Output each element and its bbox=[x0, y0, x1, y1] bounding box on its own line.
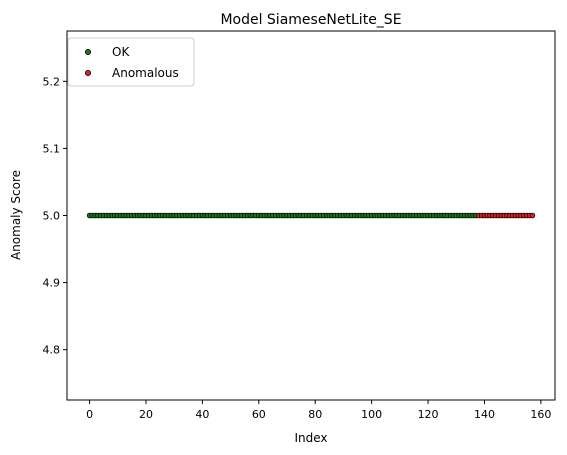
y-axis-label: Anomaly Score bbox=[9, 170, 23, 260]
legend-box bbox=[67, 37, 195, 87]
y-tick-label: 5.1 bbox=[43, 142, 61, 155]
point-anomalous bbox=[529, 212, 536, 219]
x-tick-label: 100 bbox=[361, 408, 382, 421]
y-tick-label: 4.8 bbox=[43, 344, 61, 357]
chart-title: Model SiameseNetLite_SE bbox=[220, 12, 401, 28]
x-tick-label: 120 bbox=[418, 408, 439, 421]
legend-marker-ok bbox=[85, 49, 92, 56]
axis-ticks: 0 20 40 60 80 100 120 140 160 4.8 4.9 5.0 5.1 5.2 bbox=[43, 75, 552, 421]
y-tick-label: 5.2 bbox=[43, 75, 61, 88]
x-tick-label: 140 bbox=[474, 408, 495, 421]
x-tick-label: 40 bbox=[195, 408, 209, 421]
x-tick-label: 20 bbox=[139, 408, 153, 421]
x-tick-label: 160 bbox=[530, 408, 551, 421]
plot-frame bbox=[66, 30, 556, 401]
x-tick-label: 0 bbox=[86, 408, 93, 421]
x-axis-label: Index bbox=[294, 431, 327, 445]
y-tick-label: 4.9 bbox=[43, 277, 61, 290]
y-tick-label: 5.0 bbox=[43, 210, 61, 223]
legend-label-ok: OK bbox=[112, 45, 130, 59]
x-tick-label: 60 bbox=[252, 408, 266, 421]
legend: OK Anomalous bbox=[67, 37, 195, 87]
legend-marker-anomalous bbox=[85, 70, 92, 77]
legend-label-anomalous: Anomalous bbox=[112, 66, 179, 80]
x-tick-label: 80 bbox=[308, 408, 322, 421]
data-points bbox=[86, 212, 536, 219]
